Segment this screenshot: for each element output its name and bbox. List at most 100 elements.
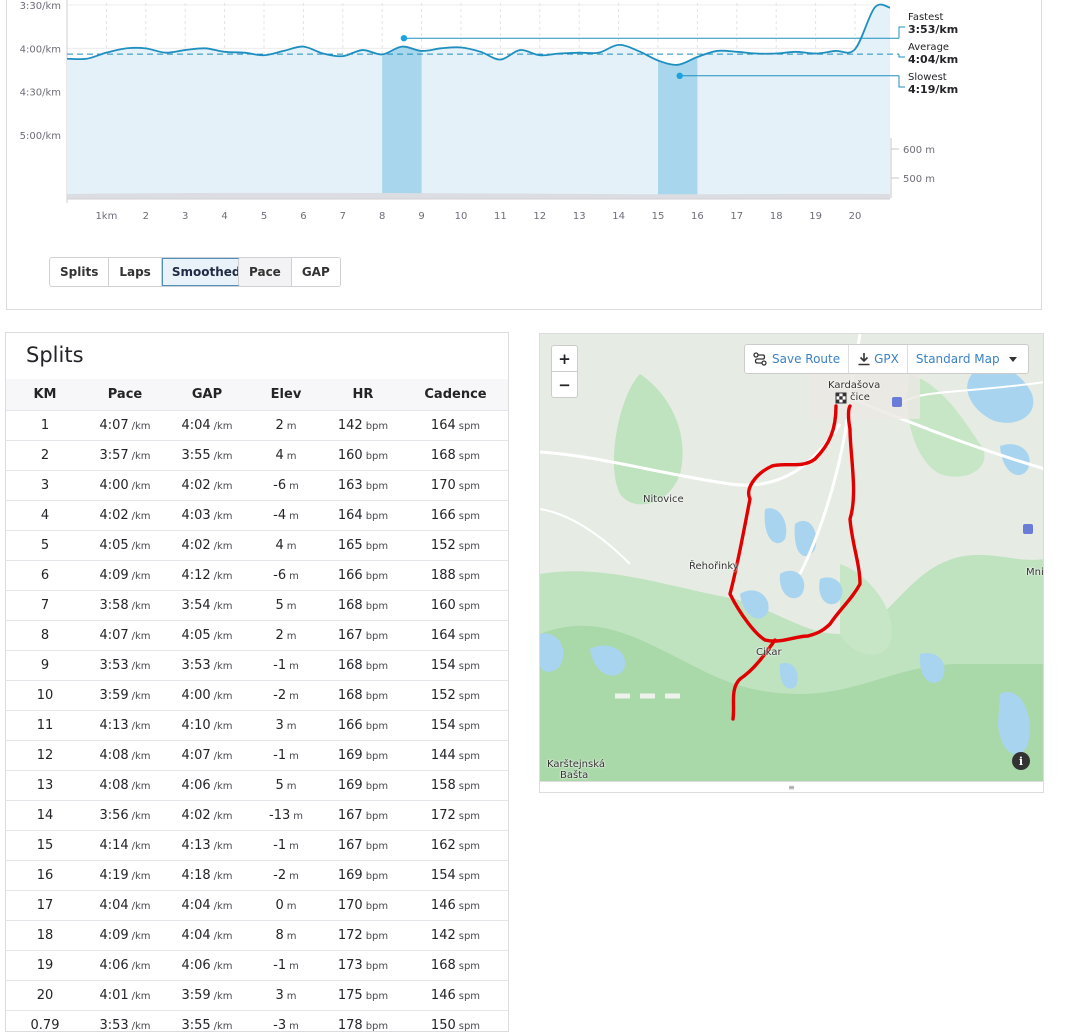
split-unit: /km [213,541,233,552]
split-value: 8 [275,928,284,943]
split-value: 9 [40,658,50,673]
split-value: 16 [36,868,54,883]
save-route-button[interactable]: Save Route [745,345,850,373]
split-value: 18 [36,928,54,943]
split-value: 163 [337,478,363,493]
table-row: 14 3:56/km 4:02/km -13 m 167 bpm 172 spm [6,800,508,831]
split-unit: m [286,601,297,612]
annotation-value: 4:19/km [908,83,958,96]
route-map[interactable]: Kardašova čice Nitovice Řehořinky Cikar … [539,333,1044,793]
map-type-dropdown[interactable]: Standard Map [908,345,1028,373]
split-hr-cell: 166 bpm [324,710,402,741]
split-unit: spm [458,601,481,612]
map-canvas[interactable] [540,334,1044,784]
split-value: 169 [337,868,363,883]
split-pace-cell: 4:08/km [84,770,166,801]
split-unit: spm [458,691,481,702]
split-gap-cell: 4:03/km [166,500,248,531]
pace-toggle-button[interactable]: Pace [239,258,292,286]
split-value: 3:54 [181,598,211,613]
split-value: 4:00 [99,478,129,493]
split-km-cell: 6 [6,560,84,591]
split-pace-cell: 3:57/km [84,440,166,471]
split-unit: /km [131,871,151,882]
split-cadence-cell: 146 spm [402,980,508,1011]
split-unit: bpm [365,601,389,612]
table-row: 2 3:57/km 3:55/km 4 m 160 bpm 168 spm [6,440,508,471]
split-elev-cell: -3 m [248,1010,324,1032]
split-pace-cell: 3:59/km [84,680,166,711]
split-unit: m [289,1021,299,1032]
splits-toggle-button[interactable]: Splits [50,258,110,286]
bus-stop-icon [892,397,1033,534]
split-view-toggle: Splits Laps Smoothed [49,257,252,287]
split-hr-cell: 165 bpm [324,530,402,561]
split-unit: /km [213,511,233,522]
elev-tick-label: 500 m [903,174,935,185]
gap-toggle-button[interactable]: GAP [291,258,340,286]
split-value: 2 [275,418,284,433]
gpx-label: GPX [874,352,899,366]
split-elev-cell: -2 m [248,680,324,711]
split-cadence-cell: 160 spm [402,590,508,621]
split-gap-cell: 3:53/km [166,650,248,681]
split-unit: spm [458,961,481,972]
annotation-value: 4:04/km [908,53,958,66]
split-value: 144 [430,748,456,763]
split-unit: m [289,661,299,672]
zoom-in-button[interactable]: + [551,345,578,372]
zoom-out-button[interactable]: − [551,371,578,398]
split-unit: spm [458,661,481,672]
split-value: 4:07 [181,748,211,763]
split-unit: /km [131,901,151,912]
annotation-value: 3:53/km [908,23,958,36]
split-unit: bpm [365,451,389,462]
gpx-export-button[interactable]: GPX [849,345,908,373]
split-pace-cell: 4:00/km [84,470,166,501]
split-value: 4:06 [99,958,129,973]
split-unit: spm [458,781,481,792]
split-value: 167 [337,838,363,853]
split-elev-cell: -4 m [248,500,324,531]
split-cadence-cell: 170 spm [402,470,508,501]
x-tick-label: 5 [261,211,267,222]
split-value: 4:09 [99,928,129,943]
split-value: 160 [430,598,456,613]
split-elev-cell: -6 m [248,470,324,501]
route-path [728,404,862,643]
split-unit: /km [213,811,233,822]
table-row: 6 4:09/km 4:12/km -6 m 166 bpm 188 spm [6,560,508,591]
table-row: 1 4:07/km 4:04/km 2 m 142 bpm 164 spm [6,410,508,441]
split-unit: m [289,751,299,762]
split-value: 166 [337,718,363,733]
split-elev-cell: -1 m [248,950,324,981]
smoothed-toggle-button[interactable]: Smoothed [161,258,251,286]
split-value: 4:19 [99,868,129,883]
split-value: 169 [337,778,363,793]
split-value: 166 [430,508,456,523]
split-gap-cell: 4:05/km [166,620,248,651]
laps-toggle-button[interactable]: Laps [109,258,162,286]
split-value: 4:05 [99,538,129,553]
fastest-marker [400,34,408,42]
split-unit: /km [213,601,233,612]
table-row: 11 4:13/km 4:10/km 3 m 166 bpm 154 spm [6,710,508,741]
split-value: 165 [337,538,363,553]
x-tick-label: 18 [770,211,783,222]
pace-chart[interactable]: 3:30/km 4:00/km 4:30/km 5:00/km 600 m 500 m F… [7,0,1043,248]
split-km-cell: 2 [6,440,84,471]
split-unit: /km [213,1021,233,1032]
map-resize-handle[interactable]: ≡ [540,781,1043,792]
split-value: 3:58 [99,598,129,613]
col-cadence-header: Cadence [402,379,508,411]
split-km-cell: 11 [6,710,84,741]
split-km-cell: 8 [6,620,84,651]
split-cadence-cell: 188 spm [402,560,508,591]
split-unit: /km [213,751,233,762]
highlighted-split [658,4,698,198]
split-unit: /km [213,901,233,912]
info-icon[interactable]: i [1012,752,1030,770]
split-unit: bpm [365,691,389,702]
split-unit: m [286,931,297,942]
split-unit: /km [213,631,233,642]
